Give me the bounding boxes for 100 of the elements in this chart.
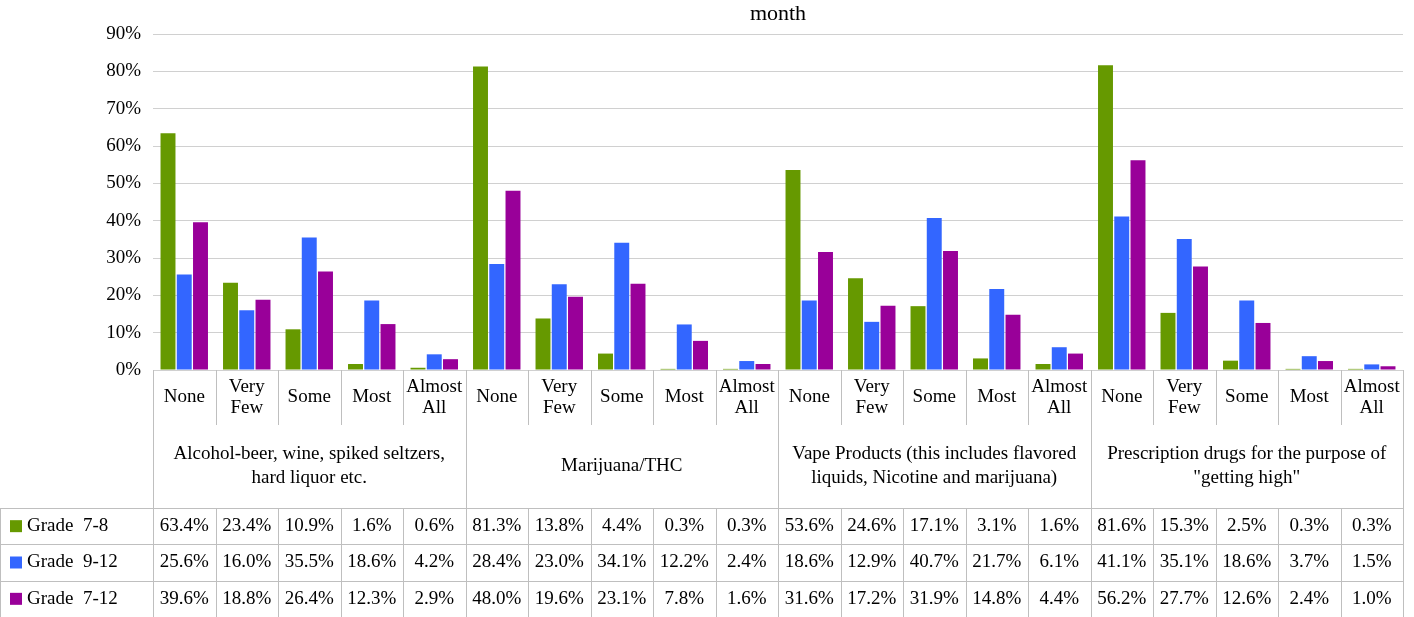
data-label: 41.1% [1097, 550, 1147, 572]
y-tick-label: 30% [106, 245, 142, 267]
bar [614, 242, 630, 370]
bar [1098, 65, 1113, 370]
data-label: 18.6% [784, 550, 834, 572]
x-tick-label: Very Few [853, 374, 891, 417]
bar [489, 263, 505, 370]
bar [255, 299, 271, 370]
data-label: 24.6% [847, 514, 897, 536]
data-label: 19.6% [534, 586, 584, 608]
data-label: 4.2% [414, 550, 455, 572]
bar [426, 354, 442, 370]
x-tick-label: Most [977, 385, 1017, 407]
bar [1176, 238, 1192, 370]
x-tick-label: None [788, 385, 830, 407]
data-label: 7.8% [664, 586, 705, 608]
bar [1255, 322, 1271, 370]
x-tick-label: Most [352, 385, 392, 407]
bar [739, 361, 755, 370]
bar [973, 358, 988, 370]
bar [535, 318, 551, 370]
bar [989, 288, 1005, 370]
x-tick-label: Very Few [1166, 374, 1203, 417]
bar [1239, 300, 1255, 370]
data-label: 56.2% [1097, 586, 1147, 608]
bar [473, 66, 488, 370]
data-label: 35.1% [1159, 550, 1209, 572]
bar [1068, 353, 1083, 370]
data-label: 2.5% [1226, 514, 1267, 536]
data-label: 10.9% [284, 514, 334, 536]
bar [1160, 312, 1176, 370]
data-label: 21.7% [972, 550, 1022, 572]
bar [193, 222, 208, 370]
y-tick-label: 50% [106, 171, 142, 193]
y-tick-label: 60% [106, 133, 142, 155]
x-tick-label: None [163, 385, 205, 407]
bar [926, 218, 942, 370]
data-label: 35.5% [284, 550, 334, 572]
x-tick-label: Most [664, 385, 705, 407]
bar [160, 133, 176, 370]
bar [176, 274, 192, 370]
data-label: 18.8% [222, 586, 272, 608]
data-label: 17.2% [847, 586, 897, 608]
data-label: 25.6% [159, 550, 209, 572]
data-label: 15.3% [1159, 514, 1209, 536]
data-label: 48.0% [472, 586, 522, 608]
data-label: 1.6% [351, 514, 392, 536]
bar [1318, 361, 1333, 370]
data-label: 14.8% [972, 586, 1022, 608]
bar [1005, 314, 1021, 370]
bar [223, 282, 238, 370]
bar [1223, 360, 1238, 370]
data-label: 0.6% [414, 514, 455, 536]
data-label: 12.2% [659, 550, 709, 572]
legend-label: Grade 9-12 [27, 550, 118, 572]
bar [801, 300, 817, 370]
bar [1035, 364, 1051, 370]
data-label: 1.5% [1351, 550, 1392, 572]
data-label: 16.0% [222, 550, 272, 572]
data-label: 0.3% [726, 514, 767, 536]
bar [785, 169, 801, 370]
bar [285, 329, 301, 370]
x-tick-label: None [476, 385, 518, 407]
data-label: 12.9% [847, 550, 897, 572]
x-tick-label: Some [1225, 385, 1269, 407]
bar [630, 283, 646, 370]
data-label: 17.1% [909, 514, 959, 536]
y-tick-label: 80% [106, 59, 142, 81]
data-label: 23.1% [597, 586, 647, 608]
data-label: 12.3% [347, 586, 397, 608]
data-label: 40.7% [909, 550, 959, 572]
bar [755, 364, 771, 370]
data-label: 0.3% [1351, 514, 1392, 536]
bar [693, 340, 708, 370]
bar [568, 296, 583, 370]
data-label: 0.3% [1289, 514, 1330, 536]
data-label: 4.4% [601, 514, 642, 536]
data-label: 1.0% [1351, 586, 1392, 608]
y-tick-label: 20% [106, 283, 142, 305]
legend-label: Grade 7-12 [27, 586, 118, 608]
bar [818, 252, 833, 370]
bar [676, 324, 692, 370]
legend-label: Grade 7-8 [27, 514, 109, 536]
x-tick-label: Almost All [406, 374, 463, 417]
text: Marijuana/THC [561, 454, 683, 476]
bar [910, 306, 926, 370]
data-label: 18.6% [1222, 550, 1272, 572]
y-tick-label: 90% [106, 21, 142, 43]
y-tick-label: 10% [106, 320, 142, 342]
x-tick-label: Very Few [228, 374, 266, 417]
text: Prescription drugs for the purpose of "getting high" [1107, 442, 1387, 488]
x-tick-label: Very Few [541, 374, 578, 417]
data-label: 3.7% [1289, 550, 1330, 572]
bar [443, 359, 458, 370]
data-label: 2.4% [726, 550, 767, 572]
data-label: 23.0% [534, 550, 584, 572]
x-tick-label: Almost All [1343, 374, 1401, 417]
bar [551, 284, 567, 370]
y-tick-label: 40% [106, 208, 142, 230]
chart-title: month [749, 0, 807, 25]
